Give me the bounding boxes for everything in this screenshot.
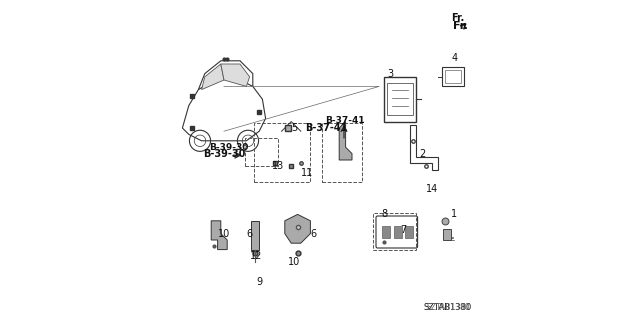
Bar xyxy=(254,123,310,182)
Polygon shape xyxy=(211,221,227,250)
Text: B-37-41: B-37-41 xyxy=(325,116,364,125)
Polygon shape xyxy=(339,122,352,160)
Bar xyxy=(251,221,259,250)
Text: SZTAB1380: SZTAB1380 xyxy=(426,303,470,312)
Text: 10: 10 xyxy=(288,257,301,268)
Bar xyxy=(394,226,402,238)
Bar xyxy=(387,83,413,115)
Bar xyxy=(405,226,413,238)
Bar xyxy=(383,226,390,238)
Bar xyxy=(442,67,464,86)
Text: 10: 10 xyxy=(218,228,230,239)
Text: 2: 2 xyxy=(419,148,426,159)
Text: 5: 5 xyxy=(291,123,298,133)
Polygon shape xyxy=(443,229,451,240)
Bar xyxy=(445,70,461,83)
Polygon shape xyxy=(202,64,224,90)
Text: 12: 12 xyxy=(250,251,262,261)
Bar xyxy=(245,138,278,166)
Text: 6: 6 xyxy=(310,228,317,239)
Polygon shape xyxy=(221,64,250,86)
Text: B-37-41: B-37-41 xyxy=(305,123,348,133)
Text: B-39-30: B-39-30 xyxy=(203,148,245,159)
Text: B-39-30: B-39-30 xyxy=(210,143,249,152)
Text: 6: 6 xyxy=(246,228,253,239)
Text: 4: 4 xyxy=(451,52,458,63)
Text: Fr.: Fr. xyxy=(451,13,465,23)
Text: 8: 8 xyxy=(381,209,387,220)
Text: 1: 1 xyxy=(451,209,458,220)
Bar xyxy=(322,123,362,182)
Text: 3: 3 xyxy=(387,68,394,79)
Text: 14: 14 xyxy=(426,184,438,194)
Bar xyxy=(384,77,416,122)
FancyArrowPatch shape xyxy=(461,24,465,29)
Text: 13: 13 xyxy=(272,161,285,172)
Text: 9: 9 xyxy=(256,276,262,287)
Polygon shape xyxy=(285,214,310,243)
Text: SZTAB1380: SZTAB1380 xyxy=(424,303,472,312)
Text: 7: 7 xyxy=(400,225,406,236)
Text: 11: 11 xyxy=(301,168,314,178)
Text: Fr.: Fr. xyxy=(453,20,468,31)
Bar xyxy=(372,213,416,250)
